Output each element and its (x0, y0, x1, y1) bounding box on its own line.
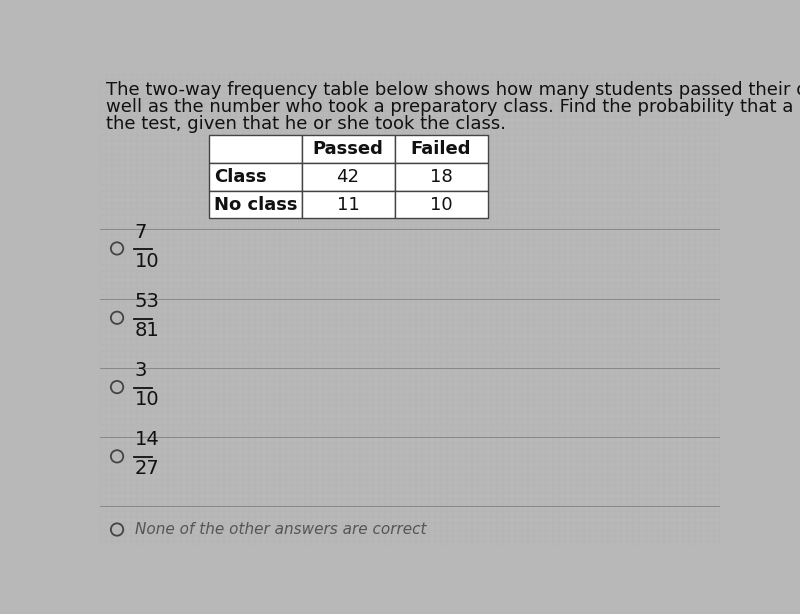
Bar (394, 135, 487, 163)
Bar (209, 191, 302, 219)
Text: 10: 10 (135, 390, 159, 409)
Bar (394, 163, 487, 191)
Text: 42: 42 (337, 168, 359, 186)
Text: 53: 53 (135, 292, 160, 311)
Text: 7: 7 (135, 222, 147, 241)
Text: Class: Class (214, 168, 266, 186)
Bar (302, 191, 394, 219)
Text: 3: 3 (135, 361, 147, 380)
Bar (209, 135, 302, 163)
Text: Failed: Failed (410, 140, 471, 158)
Text: 18: 18 (430, 168, 452, 186)
Text: 10: 10 (430, 196, 452, 214)
Bar (209, 163, 302, 191)
Text: 11: 11 (337, 196, 359, 214)
Text: 14: 14 (135, 430, 160, 449)
Bar (302, 163, 394, 191)
Text: 27: 27 (135, 459, 160, 478)
Bar (302, 135, 394, 163)
Text: well as the number who took a preparatory class. Find the probability that a stu: well as the number who took a preparator… (106, 98, 800, 116)
Text: the test, given that he or she took the class.: the test, given that he or she took the … (106, 115, 506, 133)
Text: 81: 81 (135, 321, 160, 340)
Bar (394, 191, 487, 219)
Text: Passed: Passed (313, 140, 383, 158)
Text: None of the other answers are correct: None of the other answers are correct (135, 522, 426, 537)
Text: 10: 10 (135, 252, 159, 271)
Text: The two-way frequency table below shows how many students passed their driving t: The two-way frequency table below shows … (106, 82, 800, 99)
Text: No class: No class (214, 196, 298, 214)
